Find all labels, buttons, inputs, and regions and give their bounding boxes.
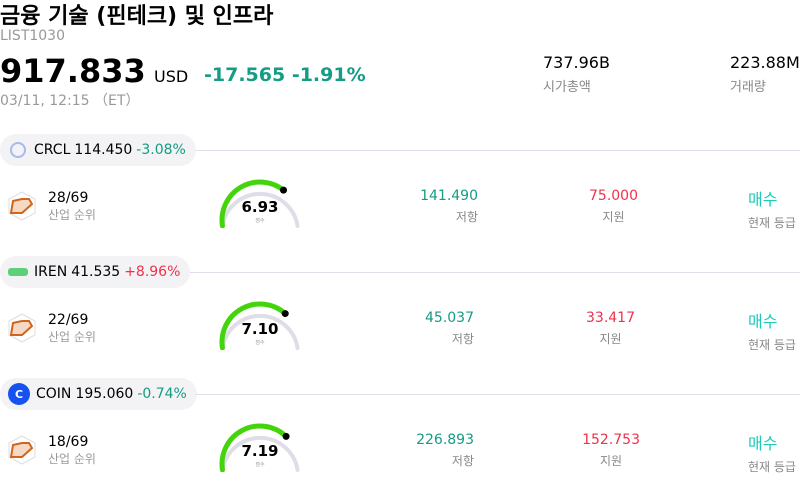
gauge-marker <box>281 310 289 318</box>
stock-price: 41.535 <box>71 264 121 280</box>
resistance-value: 226.893 <box>416 432 474 448</box>
stock-chip-iren[interactable]: IREN 41.535 +8.96% <box>0 256 191 288</box>
resistance-label: 저항 <box>455 210 478 224</box>
rank-label: 산업 순위 <box>48 208 96 222</box>
score-label: 점수 <box>255 339 265 346</box>
ticker: IREN <box>34 264 68 280</box>
gauge-fill <box>219 423 289 472</box>
gauge-marker <box>280 186 288 194</box>
rating-label: 현재 등급 <box>748 338 796 352</box>
divider <box>196 394 800 395</box>
resistance: 45.037 저항 <box>425 310 474 347</box>
rating-value: 매수 <box>748 434 778 453</box>
rank-value: 18/69 <box>48 434 89 450</box>
rating-value: 매수 <box>748 312 778 331</box>
score-label: 점수 <box>255 461 265 468</box>
coin-logo-icon: C <box>8 383 30 405</box>
gauge-marker <box>282 432 290 440</box>
currency: USD <box>154 67 189 86</box>
score-label: 점수 <box>255 217 265 224</box>
support-value: 33.417 <box>586 310 635 326</box>
support-value: 75.000 <box>589 188 638 204</box>
industry-rank: 18/69 산업 순위 <box>48 434 96 467</box>
volume-label: 거래량 <box>730 80 766 95</box>
ticker: CRCL <box>34 142 71 158</box>
volume-value: 223.88M <box>730 53 800 72</box>
iren-logo-icon <box>8 268 28 276</box>
divider <box>196 150 800 151</box>
resistance-label: 저항 <box>451 332 474 346</box>
list-code: LIST1030 <box>0 28 65 44</box>
gauge-track <box>220 191 300 228</box>
rating: 매수 현재 등급 <box>748 308 796 353</box>
gauge-fill <box>219 301 288 350</box>
resistance-label: 저항 <box>451 454 474 468</box>
index-price: 917.833 <box>0 52 146 90</box>
score-gauge: 6.93 점수 <box>219 179 300 228</box>
gauge-track <box>220 313 300 350</box>
resistance-value: 45.037 <box>425 310 474 326</box>
industry-rank: 22/69 산업 순위 <box>48 312 96 345</box>
price-change: -17.565 -1.91% <box>204 64 366 86</box>
resistance: 226.893 저항 <box>416 432 474 469</box>
radar-chart-icon <box>8 313 36 343</box>
score-value: 7.19 <box>241 442 278 460</box>
stock-price: 195.060 <box>75 386 134 402</box>
stock-change: +8.96% <box>124 264 181 280</box>
volume: 223.88M 거래량 <box>730 53 800 95</box>
rank-label: 산업 순위 <box>48 452 96 466</box>
stock-change: -0.74% <box>137 386 187 402</box>
support-label: 지원 <box>602 210 625 224</box>
resistance: 141.490 저항 <box>420 188 478 225</box>
score-value: 6.93 <box>241 198 278 216</box>
rating: 매수 현재 등급 <box>748 430 796 475</box>
rank-label: 산업 순위 <box>48 330 96 344</box>
score-value: 7.10 <box>241 320 278 338</box>
support: 152.753 지원 <box>582 432 640 469</box>
support-label: 지원 <box>599 332 622 346</box>
stock-chip-crcl[interactable]: CRCL 114.450 -3.08% <box>0 134 196 166</box>
gauge-fill <box>219 179 287 228</box>
timestamp: 03/11, 12:15 （ET） <box>0 93 140 109</box>
stock-change: -3.08% <box>136 142 186 158</box>
stock-chip-coin[interactable]: C COIN 195.060 -0.74% <box>0 378 197 410</box>
support: 33.417 지원 <box>586 310 635 347</box>
radar-chart-icon <box>8 435 36 465</box>
divider <box>190 272 800 273</box>
rank-value: 28/69 <box>48 190 89 206</box>
resistance-value: 141.490 <box>420 188 478 204</box>
score-gauge: 7.10 점수 <box>219 301 300 350</box>
market-cap: 737.96B 시가총액 <box>543 53 610 95</box>
support: 75.000 지원 <box>589 188 638 225</box>
page-title: 금융 기술 (핀테크) 및 인프라 <box>0 4 274 29</box>
rating: 매수 현재 등급 <box>748 186 796 231</box>
market-cap-value: 737.96B <box>543 53 610 72</box>
market-cap-label: 시가총액 <box>543 80 591 95</box>
score-gauge: 7.19 점수 <box>219 423 300 472</box>
support-value: 152.753 <box>582 432 640 448</box>
rank-value: 22/69 <box>48 312 89 328</box>
radar-chart-icon <box>8 191 36 221</box>
stock-price: 114.450 <box>74 142 133 158</box>
crcl-logo-icon <box>10 142 26 158</box>
ticker: COIN <box>36 386 72 402</box>
rating-label: 현재 등급 <box>748 460 796 474</box>
rating-value: 매수 <box>748 190 778 209</box>
rating-label: 현재 등급 <box>748 216 796 230</box>
support-label: 지원 <box>600 454 623 468</box>
gauge-track <box>220 435 300 472</box>
industry-rank: 28/69 산업 순위 <box>48 190 96 223</box>
